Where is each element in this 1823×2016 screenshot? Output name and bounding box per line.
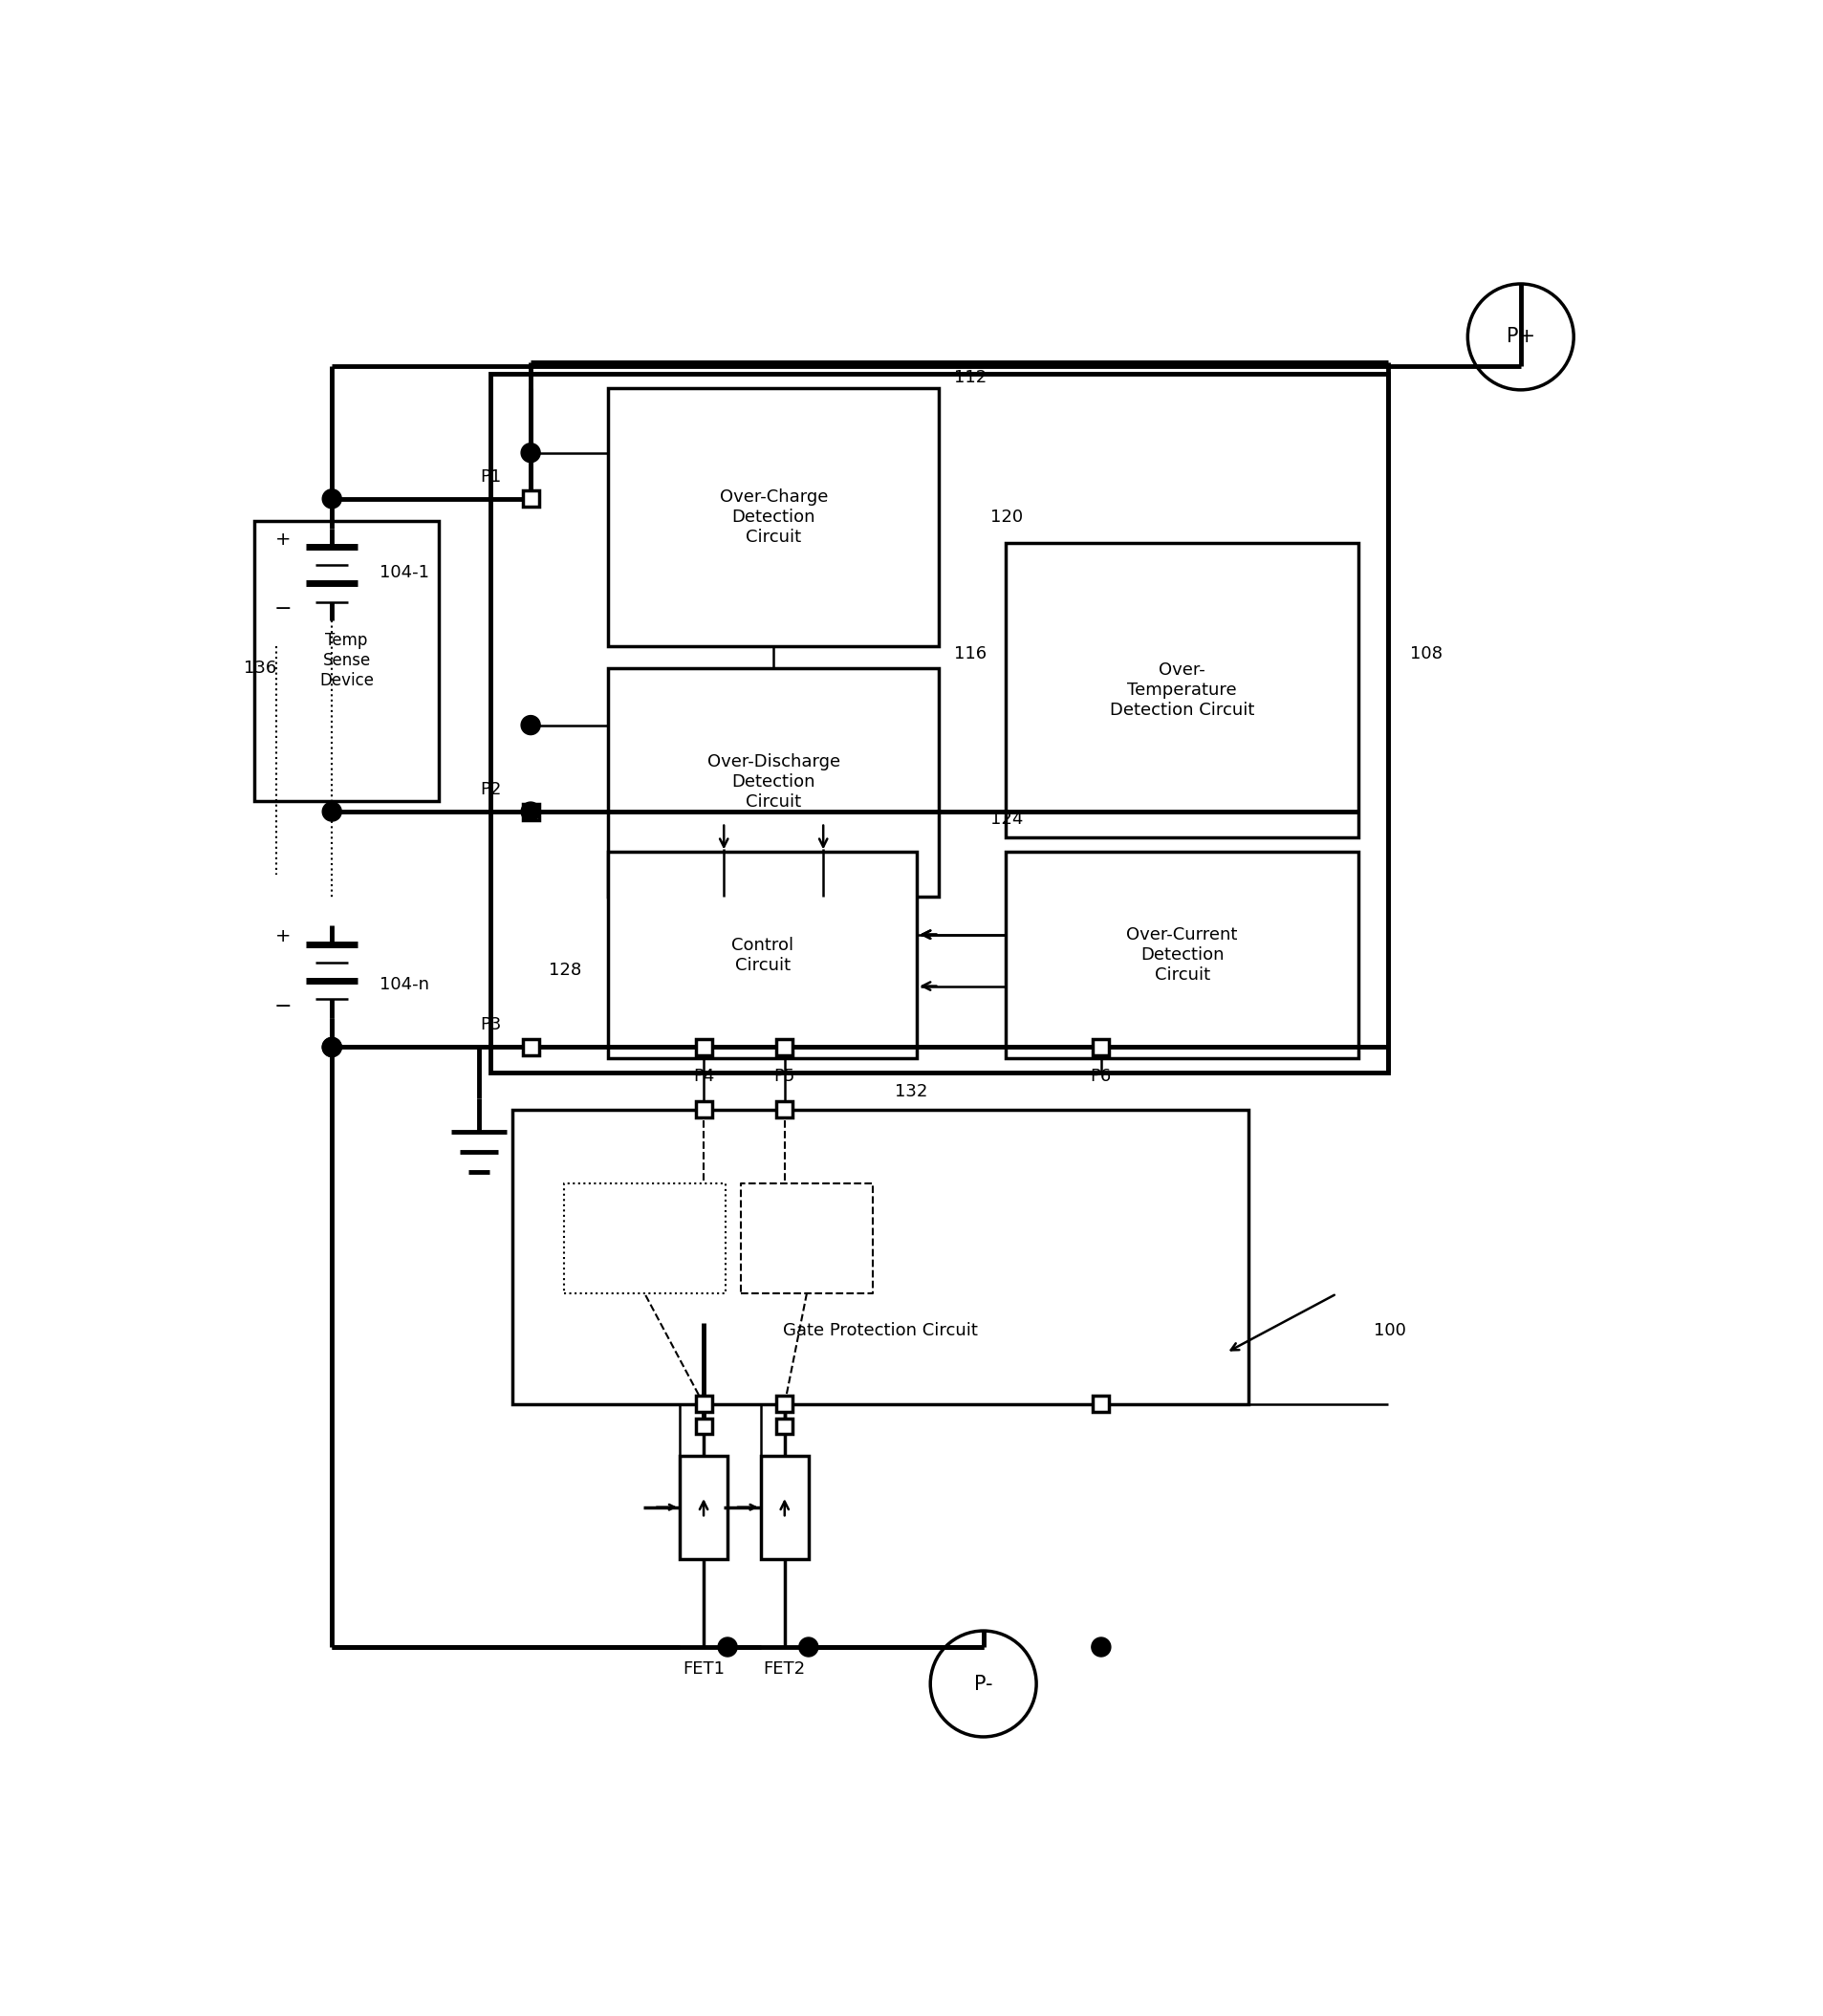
- Text: 128: 128: [549, 962, 582, 978]
- Circle shape: [1090, 1637, 1110, 1657]
- Bar: [607, 853, 917, 1058]
- Bar: [1004, 542, 1358, 837]
- Text: 116: 116: [953, 645, 986, 661]
- Text: 120: 120: [990, 508, 1023, 526]
- Text: P-: P-: [973, 1673, 992, 1693]
- Bar: [777, 1038, 793, 1054]
- Bar: [695, 1417, 711, 1433]
- Text: Gate Protection Circuit: Gate Protection Circuit: [782, 1322, 977, 1339]
- Circle shape: [521, 716, 540, 734]
- Bar: [523, 1038, 538, 1054]
- Bar: [777, 1417, 793, 1433]
- Bar: [523, 804, 538, 821]
- Text: −: −: [273, 998, 292, 1016]
- Text: +: +: [275, 530, 292, 548]
- Text: 132: 132: [895, 1083, 928, 1101]
- Circle shape: [718, 1637, 736, 1657]
- Bar: [1092, 1038, 1108, 1054]
- Text: FET1: FET1: [682, 1661, 724, 1677]
- Circle shape: [323, 1038, 341, 1056]
- Bar: [777, 1101, 793, 1117]
- Bar: [695, 1395, 711, 1413]
- Bar: [255, 520, 438, 800]
- Text: Over-Current
Detection
Circuit: Over-Current Detection Circuit: [1127, 927, 1238, 984]
- Bar: [777, 1395, 793, 1413]
- Circle shape: [323, 1038, 341, 1056]
- Bar: [512, 1109, 1247, 1403]
- Text: FET2: FET2: [764, 1661, 806, 1677]
- Bar: [760, 1456, 808, 1558]
- Text: P3: P3: [479, 1016, 501, 1034]
- Text: 136: 136: [244, 659, 277, 677]
- Text: P+: P+: [1506, 327, 1535, 347]
- Text: Over-Discharge
Detection
Circuit: Over-Discharge Detection Circuit: [707, 754, 840, 810]
- Bar: [523, 490, 538, 506]
- Text: Over-Charge
Detection
Circuit: Over-Charge Detection Circuit: [718, 488, 828, 546]
- Bar: [695, 1101, 711, 1117]
- Circle shape: [521, 802, 540, 821]
- Circle shape: [323, 802, 341, 821]
- Text: P4: P4: [693, 1068, 715, 1085]
- Circle shape: [798, 1637, 819, 1657]
- Circle shape: [521, 444, 540, 462]
- Bar: [1004, 853, 1358, 1058]
- Bar: [607, 667, 939, 897]
- Text: 104-1: 104-1: [379, 564, 428, 581]
- Text: P5: P5: [773, 1068, 795, 1085]
- Text: 112: 112: [953, 369, 986, 385]
- Text: Over-
Temperature
Detection Circuit: Over- Temperature Detection Circuit: [1108, 661, 1254, 718]
- Text: P2: P2: [479, 780, 501, 798]
- Bar: [490, 373, 1387, 1073]
- Text: Control
Circuit: Control Circuit: [731, 937, 793, 974]
- Text: Temp
Sense
Device: Temp Sense Device: [319, 633, 374, 689]
- Text: 108: 108: [1409, 645, 1442, 661]
- Text: 100: 100: [1373, 1322, 1406, 1339]
- Text: 104-n: 104-n: [379, 976, 428, 994]
- Circle shape: [323, 490, 341, 508]
- Text: P6: P6: [1090, 1068, 1112, 1085]
- Bar: [680, 1456, 727, 1558]
- Bar: [695, 1038, 711, 1054]
- Bar: [1092, 1395, 1108, 1413]
- Text: −: −: [273, 599, 292, 619]
- Bar: [607, 389, 939, 645]
- Text: 124: 124: [990, 810, 1023, 829]
- Text: +: +: [275, 927, 292, 946]
- Text: P1: P1: [479, 468, 501, 486]
